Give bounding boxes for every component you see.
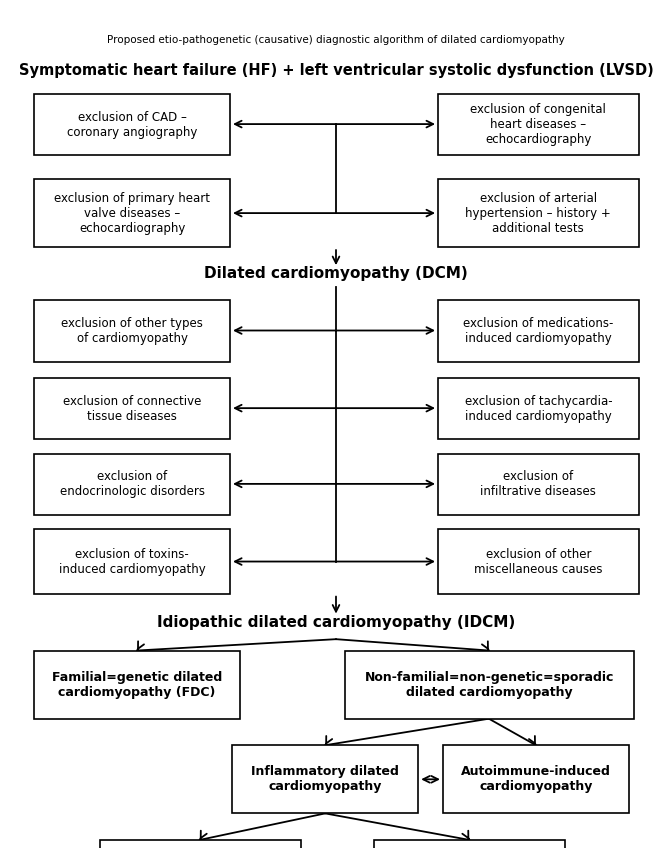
FancyBboxPatch shape [438,300,639,362]
FancyBboxPatch shape [34,378,230,440]
FancyBboxPatch shape [443,746,629,813]
FancyBboxPatch shape [438,453,639,515]
FancyBboxPatch shape [374,840,565,857]
Text: Inflammatory dilated
cardiomyopathy: Inflammatory dilated cardiomyopathy [251,765,399,794]
FancyBboxPatch shape [438,179,639,247]
FancyBboxPatch shape [232,746,418,813]
Text: exclusion of connective
tissue diseases: exclusion of connective tissue diseases [63,394,202,423]
FancyBboxPatch shape [34,300,230,362]
Text: exclusion of CAD –
coronary angiography: exclusion of CAD – coronary angiography [67,111,198,139]
FancyBboxPatch shape [438,530,639,594]
Text: Idiopathic dilated cardiomyopathy (IDCM): Idiopathic dilated cardiomyopathy (IDCM) [157,614,515,630]
Text: exclusion of toxins-
induced cardiomyopathy: exclusion of toxins- induced cardiomyopa… [58,548,206,576]
Text: exclusion of primary heart
valve diseases –
echocardiography: exclusion of primary heart valve disease… [54,192,210,235]
Text: Non-familial=non-genetic=sporadic
dilated cardiomyopathy: Non-familial=non-genetic=sporadic dilate… [365,671,614,698]
Text: exclusion of arterial
hypertension – history +
additional tests: exclusion of arterial hypertension – his… [466,192,612,235]
FancyBboxPatch shape [438,93,639,155]
FancyBboxPatch shape [34,530,230,594]
Text: exclusion of tachycardia-
induced cardiomyopathy: exclusion of tachycardia- induced cardio… [464,394,612,423]
FancyBboxPatch shape [34,93,230,155]
FancyBboxPatch shape [34,650,240,719]
FancyBboxPatch shape [34,453,230,515]
Text: exclusion of congenital
heart diseases –
echocardiography: exclusion of congenital heart diseases –… [470,103,606,146]
FancyBboxPatch shape [345,650,634,719]
Text: exclusion of
infiltrative diseases: exclusion of infiltrative diseases [480,470,596,499]
Text: Autoimmune-induced
cardiomyopathy: Autoimmune-induced cardiomyopathy [461,765,611,794]
Text: exclusion of other types
of cardiomyopathy: exclusion of other types of cardiomyopat… [61,317,203,345]
FancyBboxPatch shape [100,840,300,857]
Text: Dilated cardiomyopathy (DCM): Dilated cardiomyopathy (DCM) [204,267,468,281]
Text: Proposed etio-pathogenetic (causative) diagnostic algorithm of dilated cardiomyo: Proposed etio-pathogenetic (causative) d… [107,35,565,45]
Text: Familial=genetic dilated
cardiomyopathy (FDC): Familial=genetic dilated cardiomyopathy … [52,671,222,698]
Text: Symptomatic heart failure (HF) + left ventricular systolic dysfunction (LVSD): Symptomatic heart failure (HF) + left ve… [19,63,653,79]
Text: exclusion of other
miscellaneous causes: exclusion of other miscellaneous causes [474,548,603,576]
FancyBboxPatch shape [438,378,639,440]
Text: exclusion of
endocrinologic disorders: exclusion of endocrinologic disorders [60,470,205,499]
FancyBboxPatch shape [34,179,230,247]
Text: exclusion of medications-
induced cardiomyopathy: exclusion of medications- induced cardio… [463,317,614,345]
